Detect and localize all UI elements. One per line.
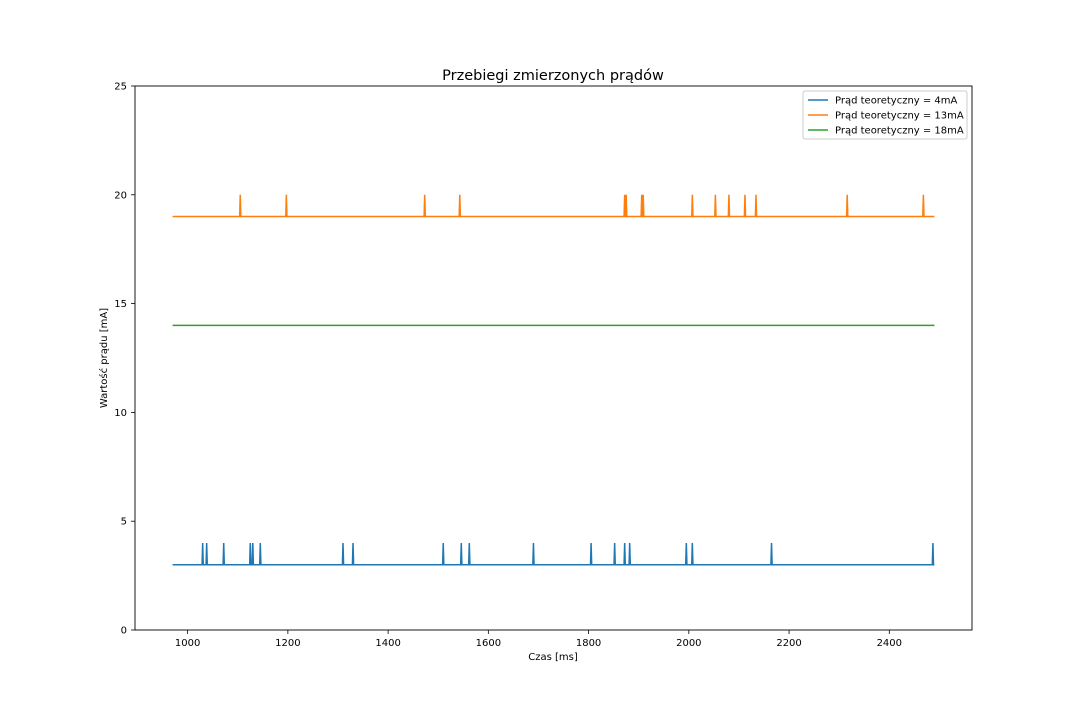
x-tick-label: 2200 [776,638,801,649]
y-tick-label: 10 [114,408,127,419]
legend: Prąd teoretyczny = 4mA Prąd teoretyczny =… [802,90,968,140]
y-axis-label: Wartość prądu [mA] [98,308,110,408]
x-tick-label: 2000 [676,638,701,649]
series-line-2 [172,194,935,218]
x-tick-label: 1400 [375,638,400,649]
y-tick-label: 20 [114,190,127,201]
x-tick-label: 1200 [275,638,300,649]
legend-label: Prąd teoretyczny = 18mA [835,126,964,137]
x-axis-ticks: 1000 1200 1400 1600 1800 2000 2200 2400 [175,630,902,649]
series-line-1 [172,542,935,566]
x-tick-label: 1600 [476,638,501,649]
plot-area-frame [134,85,973,631]
legend-label: Prąd teoretyczny = 13mA [835,111,964,122]
y-tick-label: 5 [121,517,127,528]
x-axis-label: Czas [ms] [528,652,578,663]
y-tick-label: 15 [114,299,127,310]
x-tick-label: 1000 [175,638,200,649]
y-tick-label: 0 [121,626,127,637]
x-tick-label: 2400 [877,638,902,649]
y-axis-ticks: 0 5 10 15 20 25 [114,82,135,637]
plot-lines [172,194,935,566]
x-tick-label: 1800 [576,638,601,649]
chart-title: Przebiegi zmierzonych prądów [442,68,664,84]
legend-box [802,90,968,140]
y-tick-label: 25 [114,82,127,93]
legend-label: Prąd teoretyczny = 4mA [835,96,958,107]
